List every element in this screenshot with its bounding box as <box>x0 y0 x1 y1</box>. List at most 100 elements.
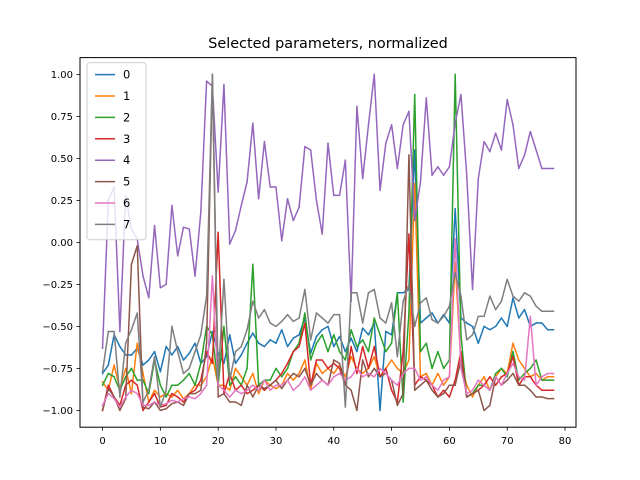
data-point <box>107 364 110 366</box>
data-point <box>321 372 323 375</box>
data-point <box>396 355 399 358</box>
data-point <box>148 359 150 361</box>
data-point <box>367 124 370 126</box>
data-point <box>142 406 144 408</box>
data-point <box>304 312 306 314</box>
data-point <box>431 367 433 370</box>
data-point <box>471 396 474 398</box>
data-point <box>396 167 399 170</box>
data-point <box>373 376 375 378</box>
data-point <box>408 283 410 286</box>
data-point <box>240 392 243 395</box>
data-point <box>385 142 387 145</box>
y-tick-label: −0.75 <box>42 364 73 375</box>
data-point <box>327 322 329 324</box>
data-point <box>159 406 162 408</box>
data-point <box>142 275 144 277</box>
data-point <box>506 379 508 381</box>
data-point <box>234 350 237 353</box>
data-point <box>448 166 451 168</box>
data-point <box>130 389 133 391</box>
data-point <box>419 379 422 381</box>
data-point <box>425 372 428 375</box>
data-point <box>483 384 485 386</box>
data-point <box>240 404 243 407</box>
data-point <box>292 379 295 381</box>
y-tick-label: 0.25 <box>51 196 73 207</box>
data-point <box>171 204 173 207</box>
data-point <box>159 371 162 373</box>
data-point <box>298 376 300 378</box>
data-point <box>356 105 358 108</box>
data-point <box>535 384 537 386</box>
data-point <box>182 401 185 403</box>
data-point <box>257 392 260 395</box>
data-point <box>176 396 179 398</box>
data-point <box>119 396 121 398</box>
data-point <box>292 350 295 353</box>
data-point <box>518 167 520 170</box>
data-point <box>194 389 196 391</box>
data-point <box>194 392 196 395</box>
data-point <box>396 367 399 370</box>
data-point <box>402 372 404 375</box>
data-point <box>269 389 271 391</box>
data-point <box>541 396 543 398</box>
data-point <box>437 350 439 353</box>
data-point <box>535 149 537 151</box>
data-point <box>269 379 271 381</box>
x-tick-label: 20 <box>212 436 225 447</box>
data-point <box>437 166 439 168</box>
data-point <box>344 350 347 353</box>
data-point <box>194 350 196 353</box>
data-point <box>541 310 543 313</box>
data-point <box>263 389 266 391</box>
data-point <box>119 330 121 333</box>
data-point <box>119 345 121 348</box>
data-point <box>200 392 202 395</box>
data-point <box>211 73 214 76</box>
data-point <box>546 389 549 391</box>
data-point <box>350 376 352 378</box>
data-point <box>315 199 318 202</box>
data-point <box>188 367 191 370</box>
data-point <box>101 372 104 375</box>
data-point <box>500 384 503 386</box>
data-point <box>165 402 167 405</box>
data-point <box>315 372 318 375</box>
data-point <box>286 372 289 375</box>
data-point <box>546 372 549 375</box>
data-point <box>188 372 191 375</box>
data-point <box>304 376 306 378</box>
data-point <box>107 387 110 390</box>
data-point <box>413 149 416 151</box>
data-point <box>153 392 156 395</box>
data-point <box>518 317 520 319</box>
data-point <box>529 367 532 370</box>
data-point <box>529 315 532 318</box>
data-point <box>494 372 497 375</box>
data-point <box>136 245 138 247</box>
data-point <box>523 154 526 156</box>
data-point <box>367 350 370 353</box>
data-point <box>228 243 231 245</box>
plot-frame <box>79 57 577 428</box>
data-point <box>419 302 422 304</box>
data-point <box>385 372 387 375</box>
data-point <box>165 345 167 348</box>
data-point <box>512 342 514 344</box>
data-point <box>477 177 480 180</box>
data-point <box>182 397 185 400</box>
data-point <box>194 342 196 344</box>
data-point <box>396 384 399 386</box>
data-point <box>275 186 277 188</box>
data-point <box>148 392 150 395</box>
data-point <box>217 191 219 193</box>
data-point <box>263 308 266 311</box>
data-point <box>546 310 549 313</box>
data-point <box>234 376 237 378</box>
data-point <box>124 342 127 344</box>
data-point <box>483 409 485 412</box>
data-point <box>494 384 497 386</box>
data-point <box>489 389 491 391</box>
